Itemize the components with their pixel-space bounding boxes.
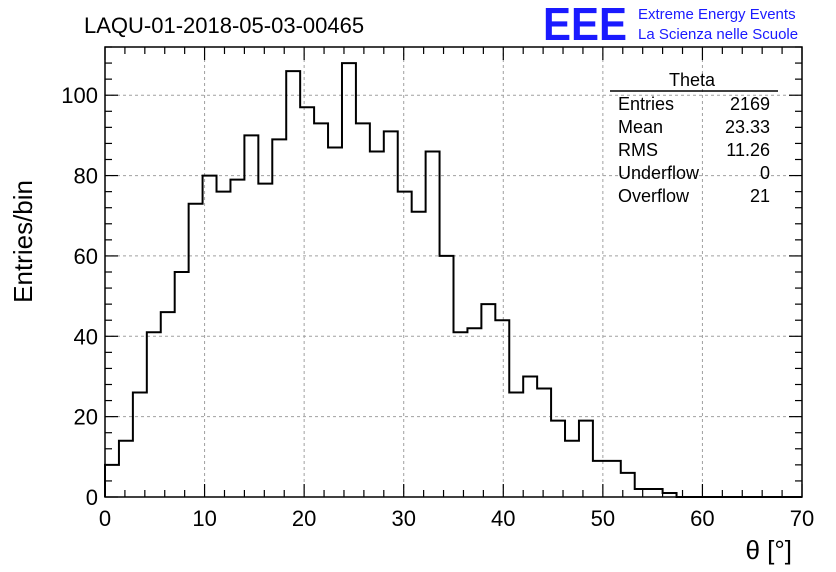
x-axis: 0 10 20 30 40 50 60 70 (99, 47, 814, 531)
stats-row-value: 0 (760, 163, 770, 183)
y-tick-label: 40 (74, 324, 98, 349)
x-tick-label: 30 (391, 506, 415, 531)
x-tick-label: 50 (591, 506, 615, 531)
y-axis: 0 20 40 60 80 100 (61, 46, 802, 510)
stats-row-value: 11.26 (726, 140, 770, 160)
logo-line-1: Extreme Energy Events (638, 6, 796, 23)
y-tick-label: 20 (74, 405, 98, 430)
x-tick-label: 10 (192, 506, 216, 531)
stats-row-label: Overflow (618, 186, 690, 206)
logo-mark: EEE (543, 0, 627, 50)
stats-rows: Entries 2169 Mean 23.33 RMS 11.26 Underflow 0 Ov… (618, 94, 770, 206)
logo-line-2: La Scienza nelle Scuole (638, 26, 798, 43)
stats-row-value: 21 (750, 186, 770, 206)
y-axis-title: Entries/bin (8, 180, 38, 303)
y-tick-label: 0 (86, 485, 98, 510)
x-tick-label: 70 (790, 506, 814, 531)
stats-row-label: Entries (618, 94, 674, 114)
x-tick-label: 0 (99, 506, 111, 531)
x-axis-title: θ [°] (745, 535, 792, 565)
stats-row-label: Underflow (618, 163, 700, 183)
x-tick-label: 60 (690, 506, 714, 531)
histogram-line (104, 62, 802, 498)
stats-row-label: RMS (618, 140, 658, 160)
stats-row-value: 2169 (730, 94, 770, 114)
grid (105, 47, 802, 497)
stats-box: Theta Entries 2169 Mean 23.33 RMS 11.26 Underf… (610, 70, 778, 206)
stats-row-label: Mean (618, 117, 663, 137)
stats-title: Theta (669, 70, 716, 90)
y-tick-label: 100 (61, 83, 98, 108)
stats-row-value: 23.33 (725, 117, 770, 137)
run-title: LAQU-01-2018-05-03-00465 (84, 13, 364, 38)
y-tick-label: 80 (74, 164, 98, 189)
x-tick-label: 20 (292, 506, 316, 531)
logo: EEE Extreme Energy Events La Scienza nel… (543, 0, 798, 50)
x-tick-label: 40 (491, 506, 515, 531)
y-tick-label: 60 (74, 244, 98, 269)
